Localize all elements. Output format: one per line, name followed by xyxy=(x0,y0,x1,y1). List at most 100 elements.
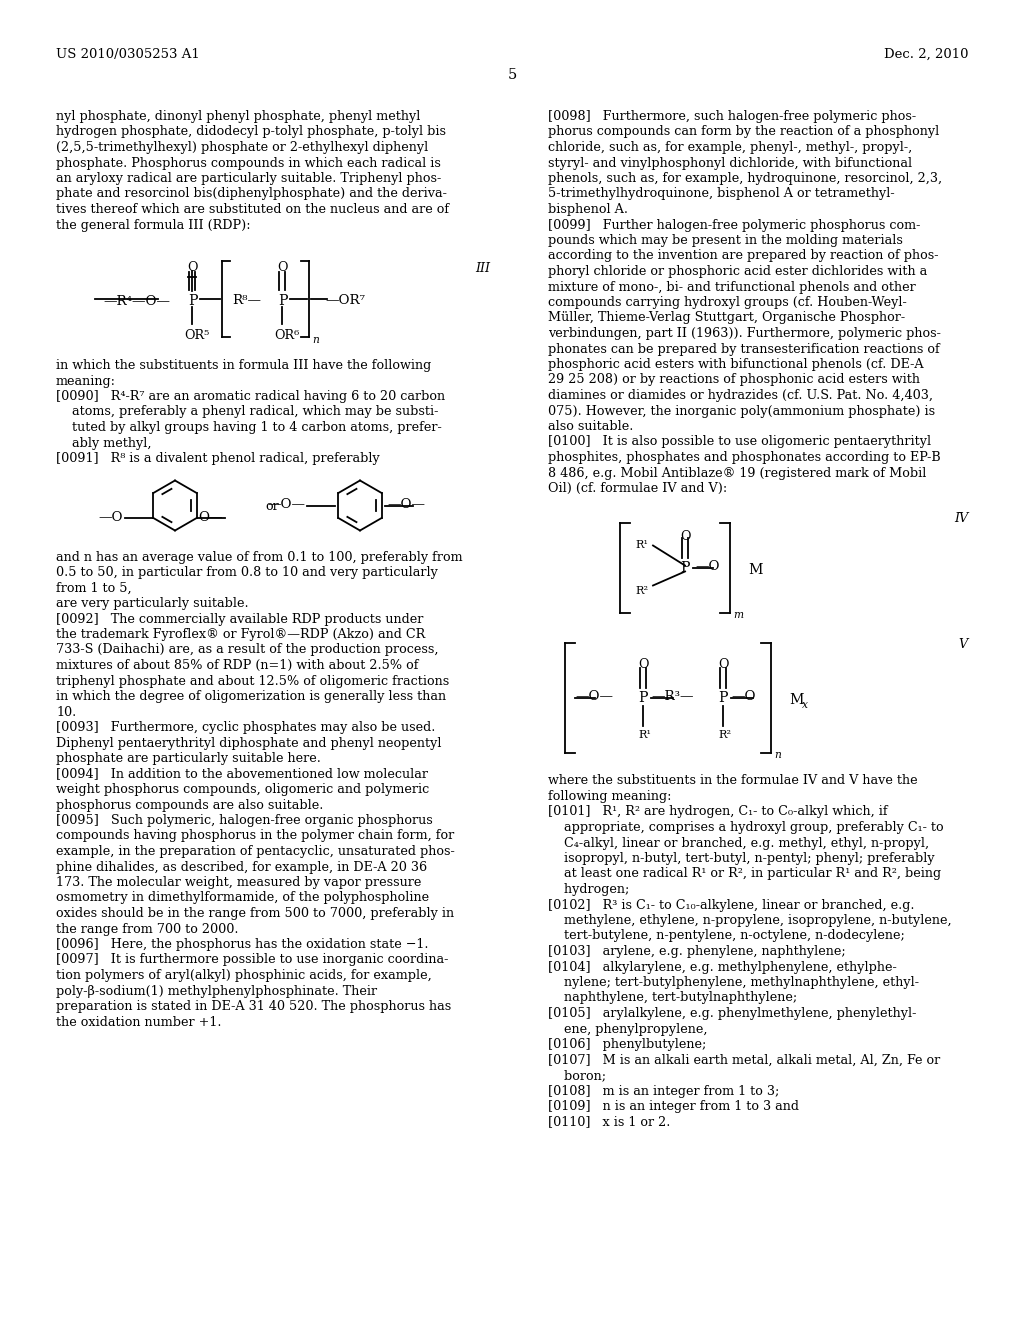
Text: phate and resorcinol bis(diphenylphosphate) and the deriva-: phate and resorcinol bis(diphenylphospha… xyxy=(56,187,446,201)
Text: O—: O— xyxy=(199,511,223,524)
Text: —O—: —O— xyxy=(575,690,613,704)
Text: 075). However, the inorganic poly(ammonium phosphate) is: 075). However, the inorganic poly(ammoni… xyxy=(548,404,935,417)
Text: 733-S (Daihachi) are, as a result of the production process,: 733-S (Daihachi) are, as a result of the… xyxy=(56,644,438,656)
Text: [0090]   R⁴-R⁷ are an aromatic radical having 6 to 20 carbon: [0090] R⁴-R⁷ are an aromatic radical hav… xyxy=(56,389,445,403)
Text: where the substituents in the formulae IV and V have the: where the substituents in the formulae I… xyxy=(548,775,918,788)
Text: [0101]   R¹, R² are hydrogen, C₁- to C₀-alkyl which, if: [0101] R¹, R² are hydrogen, C₁- to C₀-al… xyxy=(548,805,888,818)
Text: ably methyl,: ably methyl, xyxy=(56,437,152,450)
Text: oxides should be in the range from 500 to 7000, preferably in: oxides should be in the range from 500 t… xyxy=(56,907,454,920)
Text: [0110]   x is 1 or 2.: [0110] x is 1 or 2. xyxy=(548,1115,671,1129)
Text: pounds which may be present in the molding materials: pounds which may be present in the moldi… xyxy=(548,234,903,247)
Text: —O: —O xyxy=(695,561,720,573)
Text: —O—: —O— xyxy=(267,499,305,511)
Text: in which the substituents in formula III have the following: in which the substituents in formula III… xyxy=(56,359,431,372)
Text: O: O xyxy=(718,657,728,671)
Text: [0103]   arylene, e.g. phenylene, naphthylene;: [0103] arylene, e.g. phenylene, naphthyl… xyxy=(548,945,846,958)
Text: —O: —O xyxy=(99,511,123,524)
Text: M: M xyxy=(790,693,804,706)
Text: at least one radical R¹ or R², in particular R¹ and R², being: at least one radical R¹ or R², in partic… xyxy=(548,867,941,880)
Text: the general formula III (RDP):: the general formula III (RDP): xyxy=(56,219,251,231)
Text: verbindungen, part II (1963)). Furthermore, polymeric phos-: verbindungen, part II (1963)). Furthermo… xyxy=(548,327,941,341)
Text: bisphenol A.: bisphenol A. xyxy=(548,203,628,216)
Text: 0.5 to 50, in particular from 0.8 to 10 and very particularly: 0.5 to 50, in particular from 0.8 to 10 … xyxy=(56,566,438,579)
Text: P: P xyxy=(718,690,727,705)
Text: nyl phosphate, dinonyl phenyl phosphate, phenyl methyl: nyl phosphate, dinonyl phenyl phosphate,… xyxy=(56,110,421,123)
Text: in which the degree of oligomerization is generally less than: in which the degree of oligomerization i… xyxy=(56,690,446,704)
Text: OR⁵: OR⁵ xyxy=(184,329,209,342)
Text: R⁸—: R⁸— xyxy=(232,294,261,308)
Text: 173. The molecular weight, measured by vapor pressure: 173. The molecular weight, measured by v… xyxy=(56,876,421,888)
Text: m: m xyxy=(733,610,743,620)
Text: M: M xyxy=(748,562,763,577)
Text: tion polymers of aryl(alkyl) phosphinic acids, for example,: tion polymers of aryl(alkyl) phosphinic … xyxy=(56,969,432,982)
Text: [0093]   Furthermore, cyclic phosphates may also be used.: [0093] Furthermore, cyclic phosphates ma… xyxy=(56,721,435,734)
Text: —R³—: —R³— xyxy=(651,690,693,704)
Text: R¹: R¹ xyxy=(638,730,651,739)
Text: [0108]   m is an integer from 1 to 3;: [0108] m is an integer from 1 to 3; xyxy=(548,1085,779,1097)
Text: phosphate. Phosphorus compounds in which each radical is: phosphate. Phosphorus compounds in which… xyxy=(56,157,441,169)
Text: [0100]   It is also possible to use oligomeric pentaerythrityl: [0100] It is also possible to use oligom… xyxy=(548,436,931,449)
Text: n: n xyxy=(774,751,781,760)
Text: atoms, preferably a phenyl radical, which may be substi-: atoms, preferably a phenyl radical, whic… xyxy=(56,405,438,418)
Text: preparation is stated in DE-A 31 40 520. The phosphorus has: preparation is stated in DE-A 31 40 520.… xyxy=(56,1001,452,1012)
Text: [0098]   Furthermore, such halogen-free polymeric phos-: [0098] Furthermore, such halogen-free po… xyxy=(548,110,916,123)
Text: styryl- and vinylphosphonyl dichloride, with bifunctional: styryl- and vinylphosphonyl dichloride, … xyxy=(548,157,912,169)
Text: mixtures of about 85% of RDP (n=1) with about 2.5% of: mixtures of about 85% of RDP (n=1) with … xyxy=(56,659,419,672)
Text: from 1 to 5,: from 1 to 5, xyxy=(56,582,132,594)
Text: boron;: boron; xyxy=(548,1069,606,1082)
Text: weight phosphorus compounds, oligomeric and polymeric: weight phosphorus compounds, oligomeric … xyxy=(56,783,429,796)
Text: tert-butylene, n-pentylene, n-octylene, n-dodecylene;: tert-butylene, n-pentylene, n-octylene, … xyxy=(548,929,905,942)
Text: n: n xyxy=(312,335,318,345)
Text: nylene; tert-butylphenylene, methylnaphthylene, ethyl-: nylene; tert-butylphenylene, methylnapht… xyxy=(548,975,919,989)
Text: —O: —O xyxy=(731,690,756,704)
Text: triphenyl phosphate and about 12.5% of oligomeric fractions: triphenyl phosphate and about 12.5% of o… xyxy=(56,675,450,688)
Text: appropriate, comprises a hydroxyl group, preferably C₁- to: appropriate, comprises a hydroxyl group,… xyxy=(548,821,944,834)
Text: compounds having phosphorus in the polymer chain form, for: compounds having phosphorus in the polym… xyxy=(56,829,455,842)
Text: [0105]   arylalkylene, e.g. phenylmethylene, phenylethyl-: [0105] arylalkylene, e.g. phenylmethylen… xyxy=(548,1007,916,1020)
Text: chloride, such as, for example, phenyl-, methyl-, propyl-,: chloride, such as, for example, phenyl-,… xyxy=(548,141,912,154)
Text: O: O xyxy=(187,261,198,275)
Text: —R⁴—O—: —R⁴—O— xyxy=(103,294,170,308)
Text: O: O xyxy=(680,529,690,543)
Text: 29 25 208) or by reactions of phosphonic acid esters with: 29 25 208) or by reactions of phosphonic… xyxy=(548,374,920,387)
Text: 10.: 10. xyxy=(56,705,76,718)
Text: are very particularly suitable.: are very particularly suitable. xyxy=(56,597,249,610)
Text: following meaning:: following meaning: xyxy=(548,789,672,803)
Text: P: P xyxy=(638,690,647,705)
Text: naphthylene, tert-butylnaphthylene;: naphthylene, tert-butylnaphthylene; xyxy=(548,991,797,1005)
Text: 5: 5 xyxy=(507,69,517,82)
Text: C₄-alkyl, linear or branched, e.g. methyl, ethyl, n-propyl,: C₄-alkyl, linear or branched, e.g. methy… xyxy=(548,837,929,850)
Text: diamines or diamides or hydrazides (cf. U.S. Pat. No. 4,403,: diamines or diamides or hydrazides (cf. … xyxy=(548,389,933,403)
Text: [0107]   M is an alkali earth metal, alkali metal, Al, Zn, Fe or: [0107] M is an alkali earth metal, alkal… xyxy=(548,1053,940,1067)
Text: [0109]   n is an integer from 1 to 3 and: [0109] n is an integer from 1 to 3 and xyxy=(548,1100,799,1113)
Text: [0104]   alkylarylene, e.g. methylphenylene, ethylphe-: [0104] alkylarylene, e.g. methylphenylen… xyxy=(548,961,897,974)
Text: Oil) (cf. formulae IV and V):: Oil) (cf. formulae IV and V): xyxy=(548,482,727,495)
Text: R²: R² xyxy=(718,730,731,739)
Text: meaning:: meaning: xyxy=(56,375,116,388)
Text: [0106]   phenylbutylene;: [0106] phenylbutylene; xyxy=(548,1038,707,1051)
Text: [0092]   The commercially available RDP products under: [0092] The commercially available RDP pr… xyxy=(56,612,423,626)
Text: isopropyl, n-butyl, tert-butyl, n-pentyl; phenyl; preferably: isopropyl, n-butyl, tert-butyl, n-pentyl… xyxy=(548,851,935,865)
Text: OR⁶: OR⁶ xyxy=(274,329,299,342)
Text: US 2010/0305253 A1: US 2010/0305253 A1 xyxy=(56,48,200,61)
Text: 5-trimethylhydroquinone, bisphenol A or tetramethyl-: 5-trimethylhydroquinone, bisphenol A or … xyxy=(548,187,895,201)
Text: O: O xyxy=(278,261,288,275)
Text: (2,5,5-trimethylhexyl) phosphate or 2-ethylhexyl diphenyl: (2,5,5-trimethylhexyl) phosphate or 2-et… xyxy=(56,141,428,154)
Text: —O—: —O— xyxy=(387,499,425,511)
Text: phoryl chloride or phosphoric acid ester dichlorides with a: phoryl chloride or phosphoric acid ester… xyxy=(548,265,928,279)
Text: poly-β-sodium(1) methylphenylphosphinate. Their: poly-β-sodium(1) methylphenylphosphinate… xyxy=(56,985,377,998)
Text: phine dihalides, as described, for example, in DE-A 20 36: phine dihalides, as described, for examp… xyxy=(56,861,427,874)
Text: mixture of mono-, bi- and trifunctional phenols and other: mixture of mono-, bi- and trifunctional … xyxy=(548,281,915,293)
Text: phonates can be prepared by transesterification reactions of: phonates can be prepared by transesterif… xyxy=(548,342,940,355)
Text: P: P xyxy=(278,294,288,308)
Text: [0094]   In addition to the abovementioned low molecular: [0094] In addition to the abovementioned… xyxy=(56,767,428,780)
Text: V: V xyxy=(958,638,968,651)
Text: an aryloxy radical are particularly suitable. Triphenyl phos-: an aryloxy radical are particularly suit… xyxy=(56,172,441,185)
Text: Diphenyl pentaerythrityl diphosphate and phenyl neopentyl: Diphenyl pentaerythrityl diphosphate and… xyxy=(56,737,441,750)
Text: x: x xyxy=(802,701,808,710)
Text: and n has an average value of from 0.1 to 100, preferably from: and n has an average value of from 0.1 t… xyxy=(56,550,463,564)
Text: tives thereof which are substituted on the nucleus and are of: tives thereof which are substituted on t… xyxy=(56,203,450,216)
Text: [0097]   It is furthermore possible to use inorganic coordina-: [0097] It is furthermore possible to use… xyxy=(56,953,449,966)
Text: osmometry in dimethylformamide, of the polyphospholine: osmometry in dimethylformamide, of the p… xyxy=(56,891,429,904)
Text: P: P xyxy=(680,561,689,574)
